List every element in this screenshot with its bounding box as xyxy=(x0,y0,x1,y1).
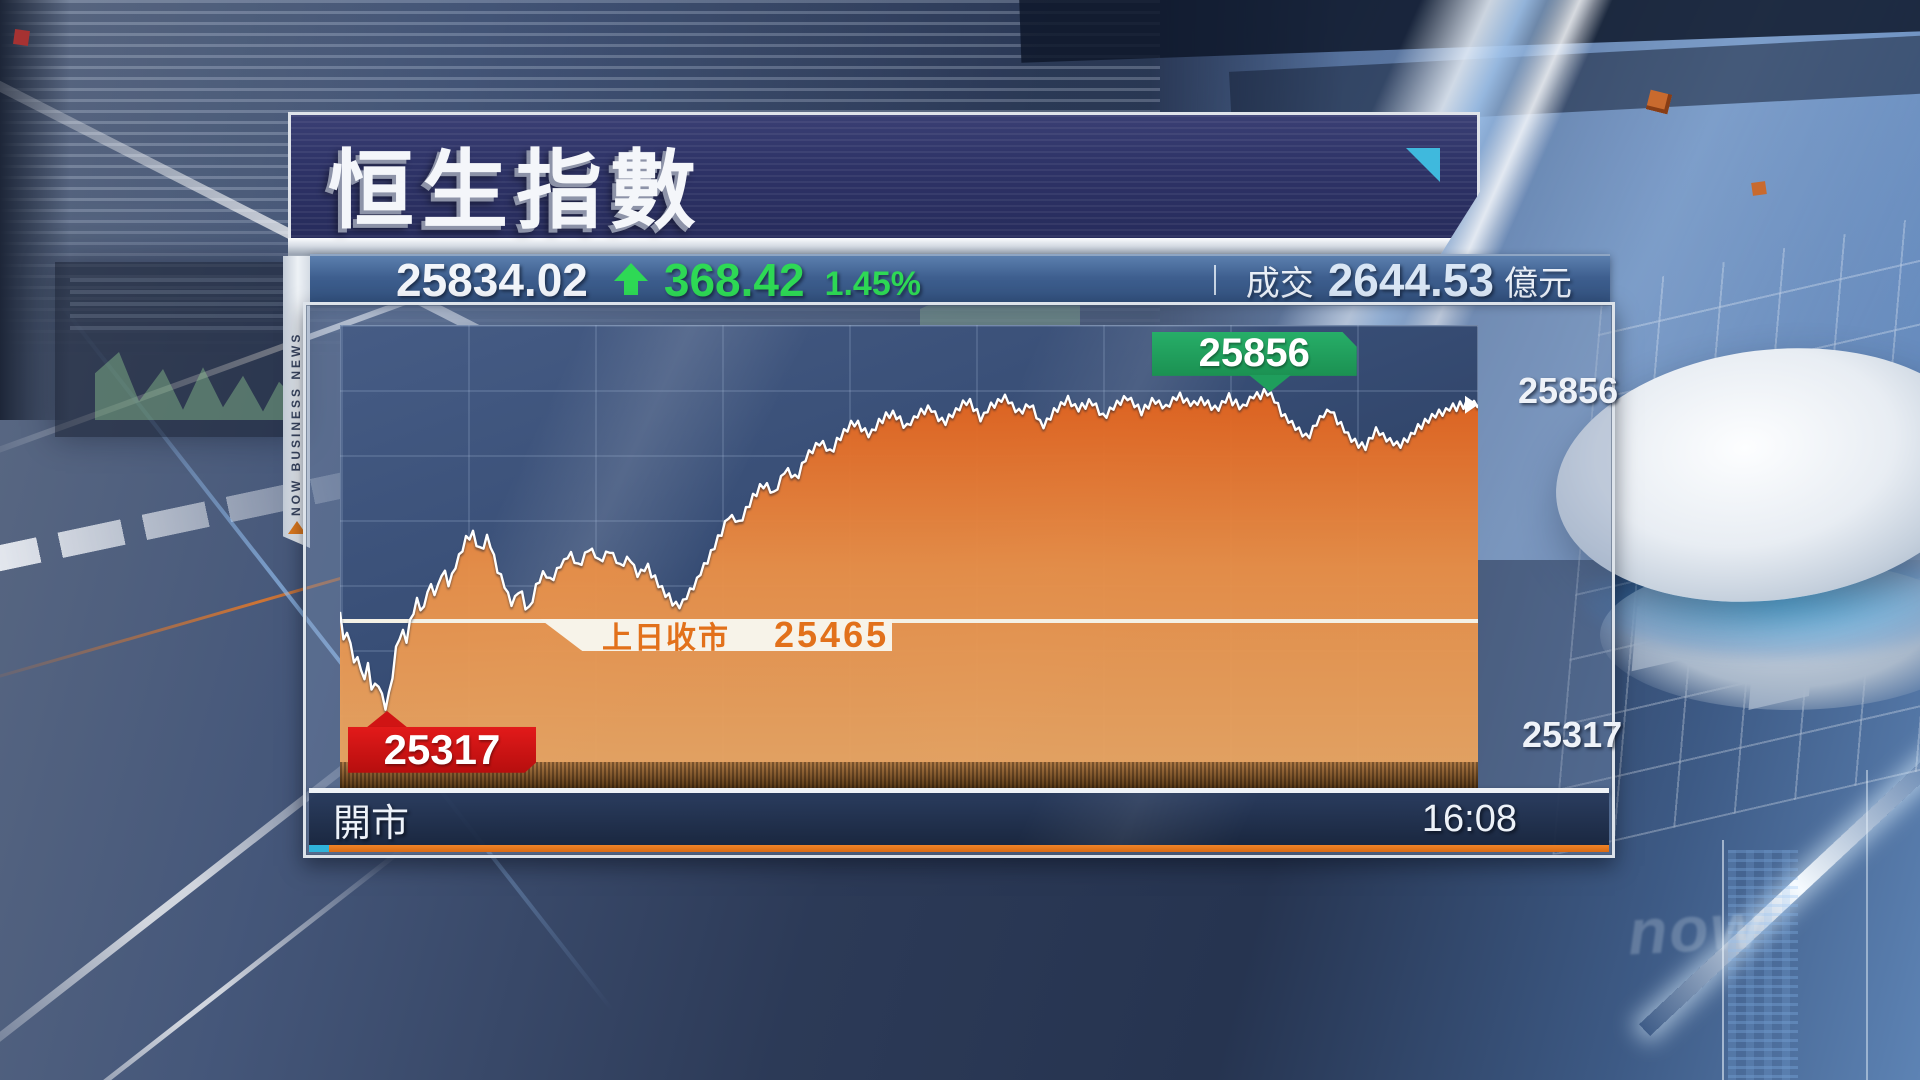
high-badge: 25856 xyxy=(1151,331,1357,376)
turnover-unit: 億元 xyxy=(1504,264,1572,303)
low-badge-notch xyxy=(365,710,408,728)
open-label: 開市 xyxy=(333,802,410,845)
prev-close-label-strip: 上日收市 25465 xyxy=(540,618,892,651)
stats-divider xyxy=(1213,265,1216,295)
bg-orange-cube-2 xyxy=(1751,181,1767,196)
current-time: 16:08 xyxy=(1421,797,1517,840)
orange-triangle-icon xyxy=(288,521,306,534)
page-title: 恒生指數 xyxy=(328,143,704,239)
change-value: 368.42 xyxy=(663,254,805,306)
prev-close-value: 25465 xyxy=(774,613,890,655)
orange-baseline xyxy=(309,845,1609,852)
up-arrow-icon xyxy=(613,263,648,297)
up-arrow-head xyxy=(613,263,648,281)
index-stats-bar: 25834.02 368.42 1.45% 成交 2644.53 億元 xyxy=(310,254,1610,306)
right-axis-high-label: 25856 xyxy=(1518,369,1619,411)
right-axis-low-label: 25317 xyxy=(1522,713,1623,755)
high-badge-notch xyxy=(1248,374,1291,392)
up-arrow-stem xyxy=(623,281,638,295)
bg-mini-panel xyxy=(55,262,300,437)
change-percent: 1.45% xyxy=(824,264,921,303)
title-banner-face xyxy=(291,115,1477,238)
bg-vertical-line xyxy=(1722,840,1724,1080)
bg-mini-panel-rows xyxy=(70,278,285,338)
chart-panel: 上日收市 25465 25856 25317 25856 25317 開市 16… xyxy=(303,302,1622,858)
banner-corner-triangle-icon xyxy=(1406,148,1440,182)
turnover-label: 成交 xyxy=(1245,264,1314,303)
time-bar: 開市 16:08 xyxy=(309,793,1609,845)
channel-watermark: now xyxy=(1626,889,1764,969)
panel-underline xyxy=(309,788,1609,793)
chart-canvas xyxy=(340,325,1478,788)
intraday-chart: 上日收市 25465 25856 25317 xyxy=(340,325,1478,788)
prev-close-label: 上日收市 xyxy=(602,621,730,655)
turnover-value: 2644.53 xyxy=(1327,254,1494,306)
title-banner: 恒生指數 xyxy=(288,112,1480,260)
bg-vertical-line-2 xyxy=(1866,770,1868,1080)
bg-red-square xyxy=(13,29,30,46)
low-badge: 25317 xyxy=(348,726,536,773)
bg-data-texture xyxy=(1728,850,1798,1080)
index-value: 25834.02 xyxy=(396,254,588,306)
cyan-segment xyxy=(309,845,329,852)
